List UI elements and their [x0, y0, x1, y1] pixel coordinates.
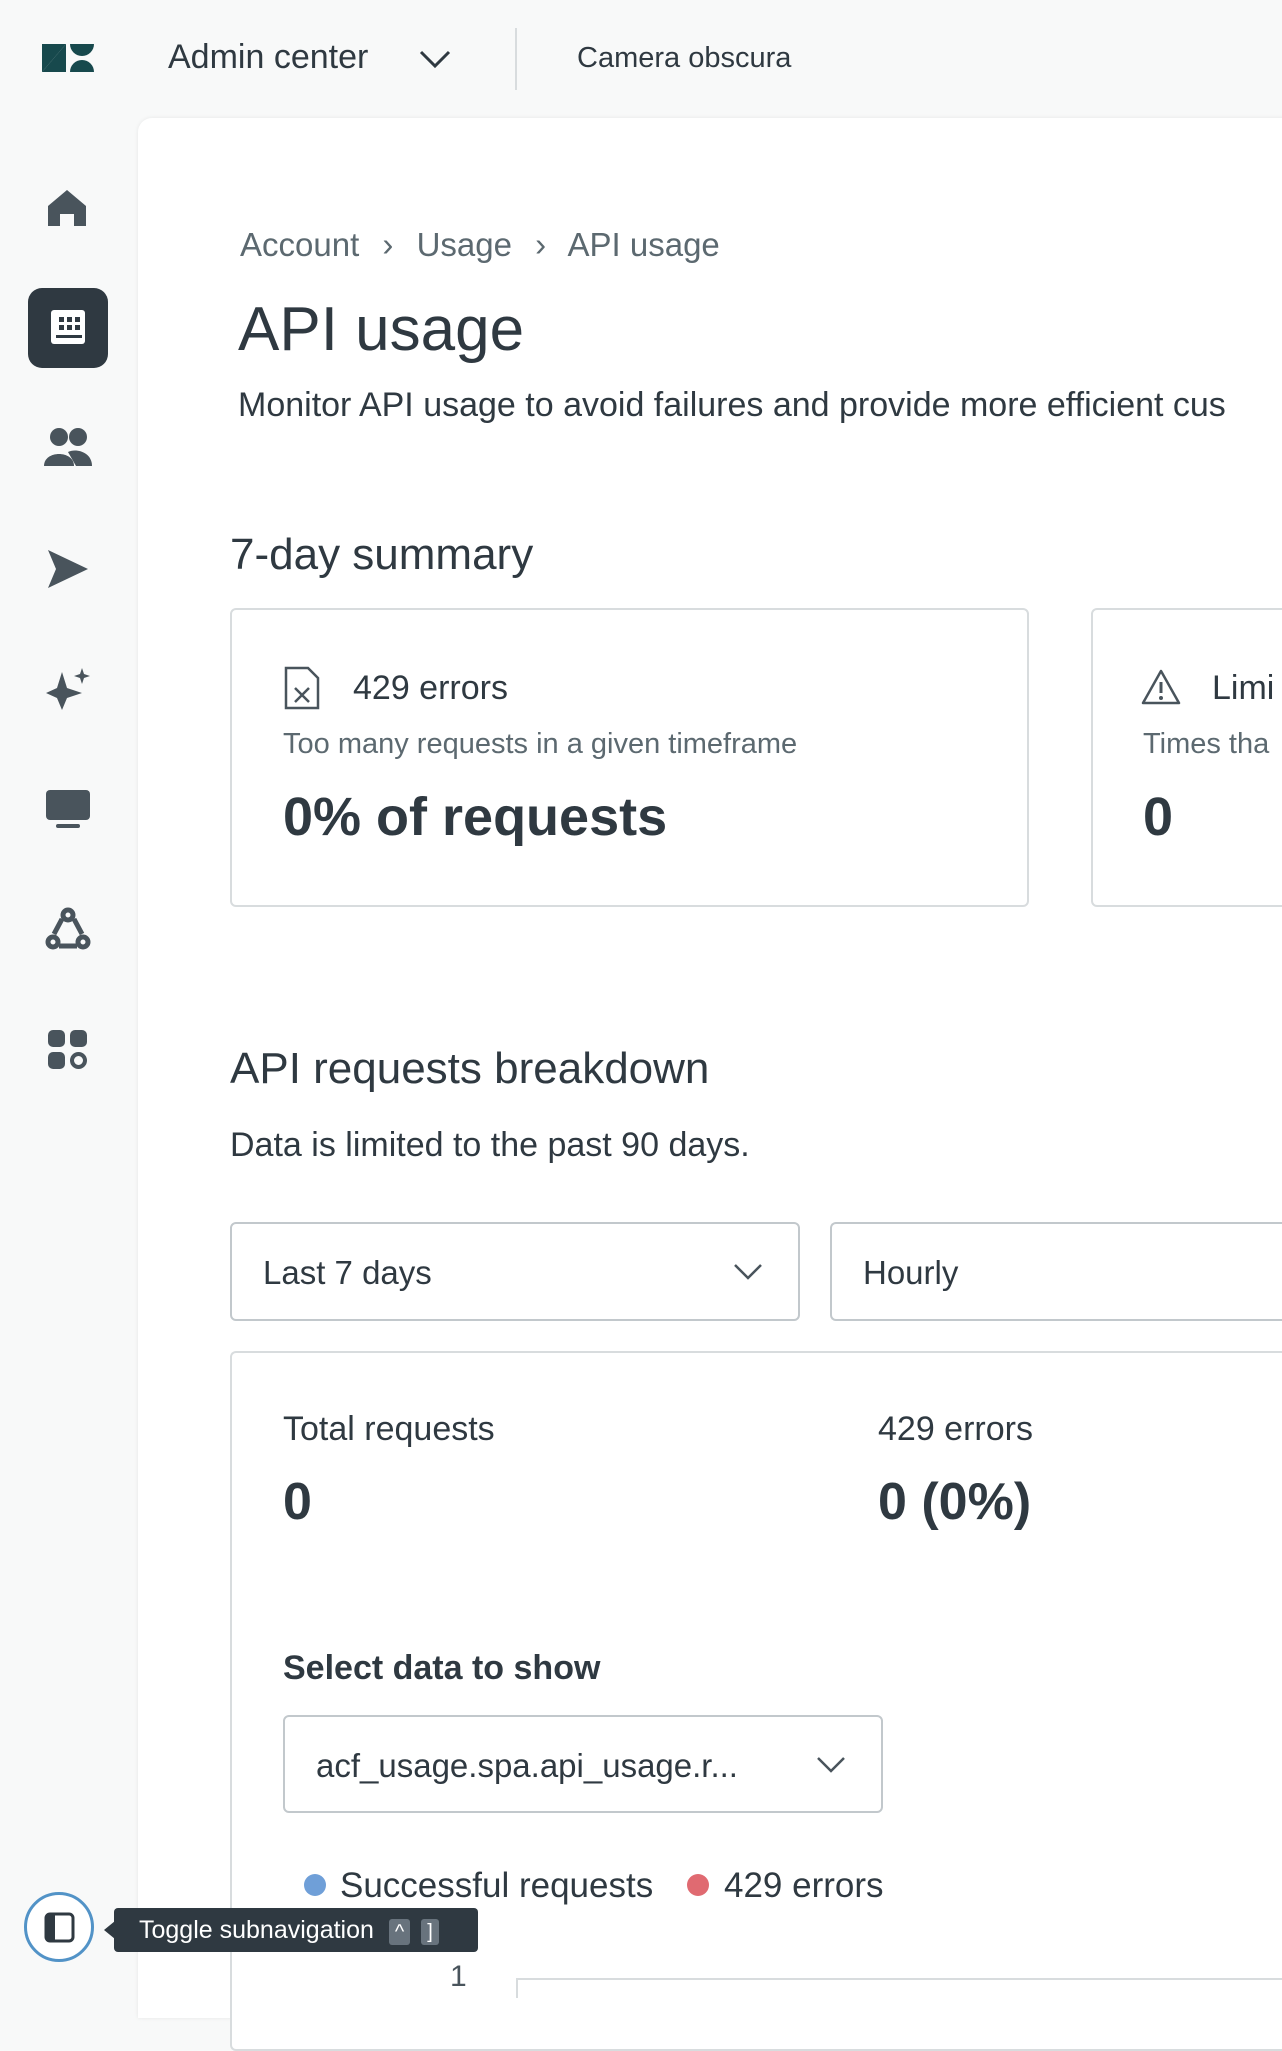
card-value: 0	[1143, 787, 1174, 847]
field-label: Select data to show	[283, 1649, 601, 1687]
breadcrumb-item: API usage	[567, 226, 720, 263]
breadcrumb-item[interactable]: Account	[240, 226, 360, 263]
tooltip: Toggle subnavigation ^ ]	[114, 1908, 478, 1952]
nav-people[interactable]	[42, 426, 94, 468]
tooltip-text: Toggle subnavigation	[139, 1916, 374, 1944]
divider	[515, 28, 517, 90]
stat-label: 429 errors	[878, 1410, 1033, 1448]
nav-account-icon[interactable]	[48, 308, 88, 348]
nav-home[interactable]	[44, 186, 90, 230]
card-title: Limi	[1212, 669, 1275, 707]
key-hint: ^	[388, 1919, 411, 1945]
card-subtitle: Too many requests in a given timeframe	[283, 728, 798, 760]
page-title: API usage	[238, 295, 525, 364]
nav-channels[interactable]	[46, 548, 90, 590]
app-name[interactable]: Admin center	[168, 38, 369, 76]
zendesk-logo[interactable]	[40, 38, 96, 78]
page: {"header": {"app": "Admin center", "acco…	[24, 28, 1282, 2051]
nav-ai[interactable]	[44, 666, 92, 712]
section-heading: API requests breakdown	[230, 1044, 710, 1093]
chevron	[734, 1264, 762, 1280]
chevron	[817, 1757, 845, 1773]
stat-value: 0	[283, 1473, 312, 1531]
legend-label[interactable]: Successful requests	[340, 1866, 654, 1905]
stat-label: Total requests	[283, 1410, 495, 1448]
app-chevron[interactable]	[418, 48, 452, 70]
range-select[interactable]: Last 7 days	[230, 1222, 800, 1321]
interval-select[interactable]: Hourly	[830, 1222, 1282, 1321]
toggle-subnav-button[interactable]	[24, 1892, 94, 1962]
section-note: Data is limited to the past 90 days.	[230, 1126, 750, 1164]
summary-card	[1091, 608, 1282, 907]
account-name: Camera obscura	[577, 42, 792, 74]
select-value: Hourly	[863, 1254, 959, 1291]
breadcrumb: Account › Usage › API usage	[240, 226, 720, 264]
summary-card	[230, 608, 1029, 907]
axis-line	[516, 1978, 1282, 1980]
card-value: 0% of requests	[283, 787, 668, 847]
select-value: Last 7 days	[263, 1254, 432, 1291]
legend-label[interactable]: 429 errors	[724, 1866, 884, 1905]
axis-tick-label: 1	[450, 1960, 467, 1993]
warning-icon	[1141, 669, 1181, 705]
panel-icon	[44, 1912, 75, 1943]
section-heading: 7-day summary	[230, 530, 534, 579]
legend-dot	[304, 1874, 326, 1896]
breadcrumb-item[interactable]: Usage	[416, 226, 512, 263]
nav-apps[interactable]	[46, 1028, 90, 1072]
stat-value: 0 (0%)	[878, 1473, 1032, 1531]
card-title: 429 errors	[353, 669, 508, 707]
data-select[interactable]: acf_usage.spa.api_usage.r...	[283, 1715, 883, 1813]
page-description: Monitor API usage to avoid failures and …	[238, 386, 1226, 424]
separator: ›	[382, 226, 394, 263]
axis-line	[516, 1978, 518, 1998]
select-value: acf_usage.spa.api_usage.r...	[316, 1747, 738, 1784]
legend-dot	[687, 1874, 709, 1896]
nav-objects[interactable]	[44, 906, 92, 952]
file-error-icon	[284, 666, 320, 710]
tooltip-arrow	[104, 1921, 115, 1939]
separator: ›	[535, 226, 547, 263]
nav-workspaces[interactable]	[44, 788, 92, 832]
key-hint: ]	[421, 1919, 439, 1945]
card-subtitle: Times tha	[1143, 728, 1270, 760]
